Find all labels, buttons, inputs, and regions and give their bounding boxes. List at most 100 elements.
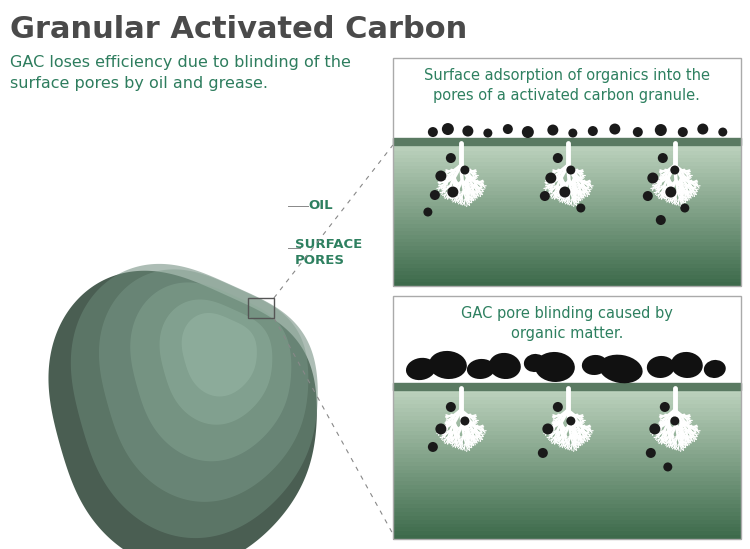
Circle shape bbox=[446, 153, 456, 163]
Bar bbox=[393, 477, 741, 482]
Circle shape bbox=[430, 190, 439, 200]
Bar bbox=[393, 431, 741, 436]
Bar bbox=[393, 257, 741, 261]
Text: OIL: OIL bbox=[308, 199, 332, 211]
Circle shape bbox=[646, 448, 656, 458]
Bar bbox=[393, 389, 741, 394]
Bar bbox=[393, 220, 741, 225]
Bar bbox=[393, 228, 741, 232]
Bar bbox=[393, 173, 741, 177]
Bar bbox=[393, 58, 741, 286]
Ellipse shape bbox=[489, 353, 520, 379]
Circle shape bbox=[566, 166, 575, 175]
Bar bbox=[393, 466, 741, 470]
Circle shape bbox=[576, 204, 585, 212]
Ellipse shape bbox=[429, 351, 466, 379]
Circle shape bbox=[678, 127, 688, 137]
Circle shape bbox=[447, 187, 458, 198]
Bar bbox=[393, 481, 741, 486]
Bar bbox=[393, 531, 741, 536]
Bar bbox=[393, 427, 741, 432]
Bar bbox=[393, 524, 741, 528]
Bar bbox=[393, 473, 741, 478]
Ellipse shape bbox=[646, 356, 675, 378]
Circle shape bbox=[462, 126, 473, 137]
Polygon shape bbox=[130, 282, 291, 461]
Ellipse shape bbox=[670, 352, 703, 378]
Bar bbox=[393, 195, 741, 199]
Circle shape bbox=[633, 127, 643, 137]
Circle shape bbox=[588, 126, 598, 136]
Bar bbox=[393, 279, 741, 283]
Bar bbox=[393, 516, 741, 520]
Bar bbox=[393, 275, 741, 279]
Ellipse shape bbox=[406, 358, 436, 380]
Bar bbox=[393, 469, 741, 474]
Bar bbox=[393, 439, 741, 444]
Bar bbox=[393, 385, 741, 390]
Bar bbox=[393, 296, 741, 385]
Circle shape bbox=[655, 124, 667, 136]
Circle shape bbox=[545, 172, 556, 183]
Bar bbox=[393, 209, 741, 214]
Circle shape bbox=[656, 215, 666, 225]
Ellipse shape bbox=[704, 360, 726, 378]
Bar bbox=[393, 512, 741, 517]
Bar bbox=[393, 166, 741, 170]
Circle shape bbox=[560, 187, 570, 198]
Circle shape bbox=[609, 124, 620, 135]
Bar bbox=[393, 535, 741, 540]
Text: Granular Activated Carbon: Granular Activated Carbon bbox=[10, 15, 467, 44]
Bar bbox=[393, 187, 741, 192]
Bar bbox=[393, 213, 741, 217]
Bar bbox=[393, 501, 741, 505]
Circle shape bbox=[647, 172, 658, 183]
Circle shape bbox=[428, 442, 438, 452]
Bar bbox=[393, 446, 741, 451]
Ellipse shape bbox=[524, 354, 546, 372]
Bar bbox=[393, 158, 741, 163]
Circle shape bbox=[643, 191, 652, 201]
Ellipse shape bbox=[535, 352, 574, 382]
Text: GAC pore blinding caused by
organic matter.: GAC pore blinding caused by organic matt… bbox=[461, 306, 673, 341]
Bar bbox=[393, 508, 741, 513]
Circle shape bbox=[538, 448, 548, 458]
Circle shape bbox=[442, 123, 454, 135]
Circle shape bbox=[540, 191, 550, 201]
Bar bbox=[393, 242, 741, 247]
Bar bbox=[393, 458, 741, 463]
Bar bbox=[393, 442, 741, 447]
Circle shape bbox=[522, 126, 534, 138]
Bar bbox=[393, 231, 741, 236]
Bar bbox=[393, 450, 741, 455]
Circle shape bbox=[680, 204, 689, 212]
Bar bbox=[393, 151, 741, 155]
Circle shape bbox=[424, 208, 433, 216]
Polygon shape bbox=[182, 313, 256, 396]
Bar bbox=[393, 416, 741, 421]
Circle shape bbox=[670, 417, 680, 425]
Bar bbox=[393, 169, 741, 174]
Bar bbox=[393, 520, 741, 524]
Bar bbox=[393, 462, 741, 467]
Circle shape bbox=[663, 462, 672, 472]
Bar bbox=[393, 155, 741, 159]
Bar bbox=[393, 423, 741, 428]
Circle shape bbox=[660, 402, 670, 412]
Bar bbox=[393, 404, 741, 409]
Circle shape bbox=[566, 417, 575, 425]
Bar bbox=[393, 528, 741, 532]
Circle shape bbox=[503, 124, 513, 134]
Bar bbox=[393, 224, 741, 228]
Bar bbox=[393, 162, 741, 166]
Circle shape bbox=[718, 127, 728, 137]
Bar bbox=[393, 202, 741, 207]
Bar bbox=[393, 393, 741, 397]
Circle shape bbox=[548, 125, 558, 136]
Circle shape bbox=[553, 153, 562, 163]
Bar bbox=[393, 58, 741, 140]
Circle shape bbox=[553, 402, 562, 412]
Bar bbox=[393, 235, 741, 239]
Bar bbox=[393, 144, 741, 148]
Ellipse shape bbox=[467, 359, 495, 379]
